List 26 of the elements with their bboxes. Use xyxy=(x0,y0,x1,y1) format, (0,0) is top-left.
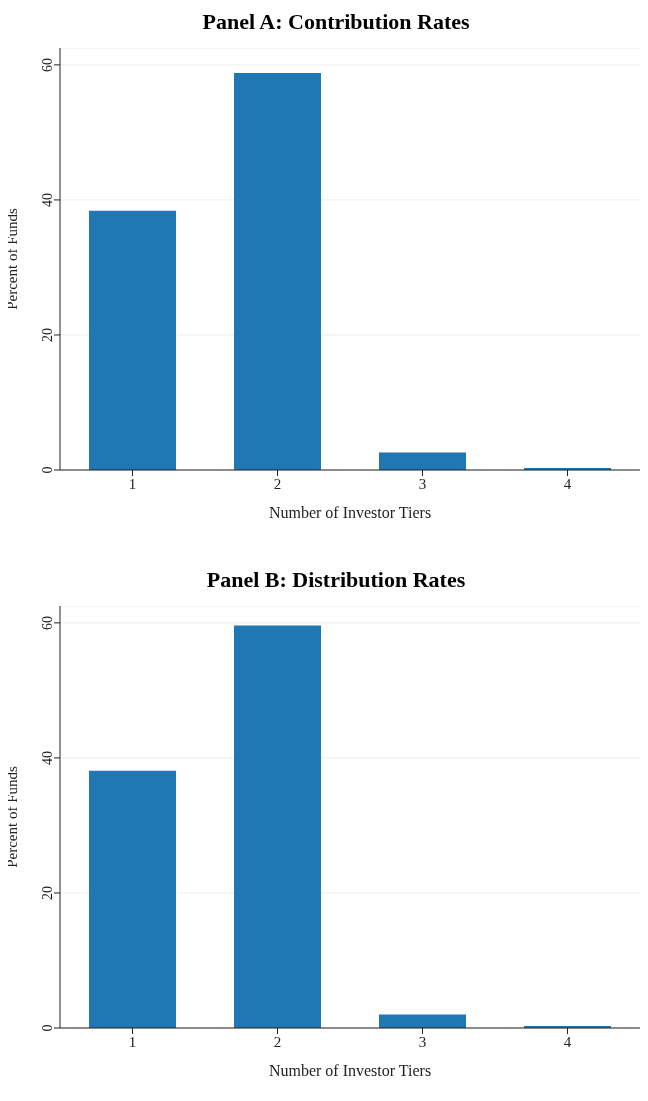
bar xyxy=(234,625,321,1028)
bar xyxy=(379,1014,466,1028)
y-tick-label: 40 xyxy=(40,750,55,765)
x-tick-label: 1 xyxy=(128,475,137,492)
y-tick-label: 0 xyxy=(40,466,55,474)
y-tick-label: 40 xyxy=(40,192,55,207)
bar xyxy=(379,452,466,470)
y-tick-label: 0 xyxy=(40,1024,55,1032)
chart-title: Panel B: Distribution Rates xyxy=(205,566,467,594)
y-tick-label: 20 xyxy=(40,885,55,900)
x-tick-label: 2 xyxy=(273,1033,282,1050)
x-tick-label: 1 xyxy=(128,1033,137,1050)
bar xyxy=(234,72,321,470)
y-tick-label: 20 xyxy=(40,327,55,342)
x-tick-label: 2 xyxy=(273,475,282,492)
y-tick-label: 60 xyxy=(40,615,55,630)
chart-title: Panel A: Contribution Rates xyxy=(201,8,471,36)
bar xyxy=(89,770,176,1028)
x-tick-label: 4 xyxy=(563,1033,572,1050)
x-axis-title: Number of Investor Tiers xyxy=(268,1062,432,1079)
x-tick-label: 3 xyxy=(418,1033,427,1050)
x-axis-title: Number of Investor Tiers xyxy=(268,504,432,521)
x-tick-label: 4 xyxy=(563,475,572,492)
bar xyxy=(89,210,176,470)
y-tick-label: 60 xyxy=(40,57,55,72)
x-tick-label: 3 xyxy=(418,475,427,492)
